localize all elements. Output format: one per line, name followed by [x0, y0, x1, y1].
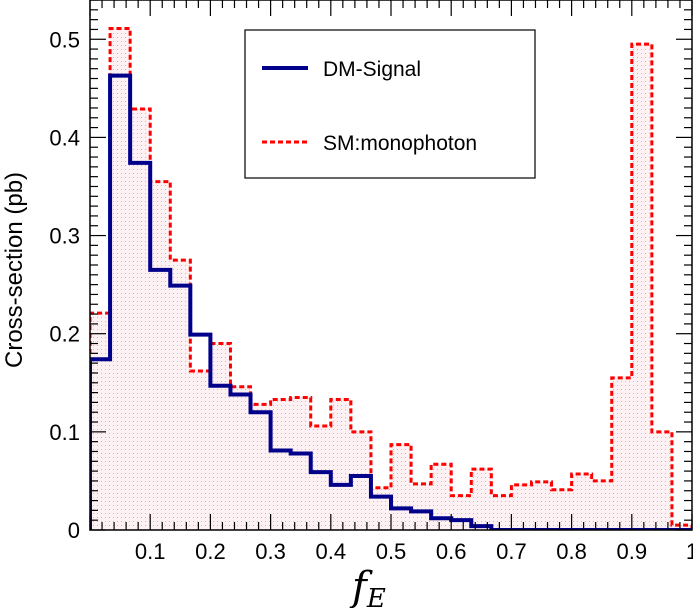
y-axis-ticks: 0 0.1 0.2 0.3 0.4 0.5	[49, 0, 692, 543]
sm-monophoton-bin-fill	[631, 44, 652, 530]
x-tick-label: 0.1	[135, 539, 166, 564]
sm-monophoton-bin-fill	[431, 464, 452, 530]
sm-monophoton-bin-fill	[671, 525, 692, 530]
x-tick-label: 0.7	[496, 539, 527, 564]
sm-monophoton-bin-fill	[511, 484, 532, 530]
sm-monophoton-bin-fill	[411, 483, 432, 530]
y-tick-label: 0.4	[49, 125, 80, 150]
sm-monophoton-bin-fill	[551, 489, 572, 530]
sm-monophoton-bin-fill	[210, 343, 231, 530]
sm-monophoton-bin-fill	[310, 425, 331, 530]
sm-monophoton-series	[90, 26, 692, 530]
sm-monophoton-bin-fill	[611, 377, 632, 530]
sm-monophoton-bin-fill	[491, 495, 512, 530]
dm-signal-series	[90, 73, 692, 530]
sm-monophoton-bin-fill	[471, 469, 492, 530]
sm-monophoton-bin-fill	[391, 444, 412, 530]
y-tick-label: 0.5	[49, 27, 80, 52]
legend-box	[244, 29, 536, 179]
x-axis-title: fE	[349, 564, 386, 608]
x-tick-label: 0.6	[436, 539, 467, 564]
x-tick-label: 0.2	[195, 539, 226, 564]
sm-monophoton-bin-fill	[571, 474, 592, 530]
y-tick-label: 0.3	[49, 224, 80, 249]
x-tick-label: 0.3	[255, 539, 286, 564]
sm-monophoton-bin-fill	[350, 431, 371, 530]
sm-monophoton-step-line	[90, 26, 692, 530]
sm-monophoton-bin-fill	[150, 181, 171, 530]
sm-monophoton-bin-fill	[290, 397, 311, 530]
sm-monophoton-bin-fill	[250, 404, 271, 530]
y-tick-label: 0	[68, 518, 80, 543]
y-tick-label: 0.2	[49, 322, 80, 347]
x-axis-ticks: 0.1 0.2 0.3 0.4 0.5 0.6 0.7 0.8 0.9 1	[89, 0, 693, 564]
sm-monophoton-bin-fill	[270, 399, 291, 530]
x-tick-label: 0.9	[617, 539, 648, 564]
sm-monophoton-bin-fill	[190, 371, 211, 530]
sm-monophoton-bin-fill	[370, 487, 391, 530]
sm-monophoton-bin-fill	[451, 495, 472, 530]
sm-monophoton-bin-fill	[230, 386, 251, 530]
sm-monophoton-bin-fill	[130, 108, 151, 530]
legend-sm-monophoton-label: SM:monophoton	[323, 132, 477, 155]
sm-monophoton-bin-fill	[651, 431, 672, 530]
sm-monophoton-bin-fill	[330, 399, 351, 530]
x-tick-label: 0.5	[376, 539, 407, 564]
y-axis-title: Cross-section (pb)	[1, 172, 28, 368]
x-tick-label: 0.4	[316, 539, 347, 564]
x-tick-label: 1	[686, 539, 693, 564]
sm-monophoton-fill	[90, 28, 692, 530]
sm-monophoton-bin-fill	[170, 260, 191, 530]
x-tick-label: 0.8	[556, 539, 587, 564]
y-tick-label: 0.1	[49, 420, 80, 445]
legend-dm-signal-label: DM-Signal	[323, 58, 421, 81]
sm-monophoton-bin-fill	[110, 28, 131, 530]
sm-monophoton-bin-fill	[531, 481, 552, 530]
sm-monophoton-bin-fill	[591, 480, 612, 530]
dm-signal-step-line	[90, 73, 692, 530]
legend: DM-Signal SM:monophoton	[244, 29, 536, 179]
sm-monophoton-bin-fill	[90, 313, 111, 530]
x-axis-title-subscript: E	[366, 584, 386, 608]
